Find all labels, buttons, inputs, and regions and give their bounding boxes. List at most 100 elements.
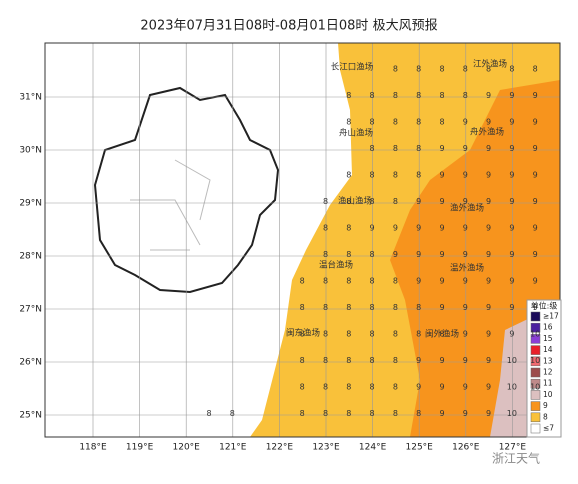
- legend-swatch: [530, 412, 541, 423]
- wind-level: 9: [416, 383, 421, 392]
- lat-label: 27°N: [19, 305, 42, 315]
- wind-level: 9: [533, 171, 538, 180]
- lon-label: 123°E: [312, 443, 340, 453]
- wind-level: 10: [507, 356, 517, 365]
- wind-level: 8: [300, 409, 305, 418]
- wind-level: 9: [439, 277, 444, 286]
- wind-level: 8: [370, 356, 375, 365]
- wind-level: 8: [206, 409, 211, 418]
- legend-swatch: [530, 367, 541, 378]
- wind-level: 9: [486, 91, 491, 100]
- wind-level: 8: [346, 197, 351, 206]
- wind-level: 9: [439, 197, 444, 206]
- wind-level: 8: [370, 171, 375, 180]
- wind-level: 8: [393, 197, 398, 206]
- fishing-zone: 舟外渔场: [470, 127, 504, 138]
- wind-level: 8: [416, 409, 421, 418]
- lon-label: 120°E: [173, 443, 201, 453]
- lat-label: 26°N: [19, 358, 42, 368]
- legend-label: 15: [543, 334, 553, 343]
- wind-level: 8: [370, 409, 375, 418]
- wind-level: 8: [439, 118, 444, 127]
- wind-level: 9: [509, 118, 514, 127]
- wind-level: 8: [300, 330, 305, 339]
- wind-level: 8: [300, 383, 305, 392]
- wind-level: 9: [486, 118, 491, 127]
- wind-level: 8: [463, 65, 468, 74]
- legend-label: 12: [543, 368, 553, 377]
- wind-level: 8: [416, 171, 421, 180]
- legend-swatch: [530, 401, 541, 411]
- fishing-zone: 舟山渔场: [339, 128, 373, 139]
- wind-level: 9: [463, 118, 468, 127]
- wind-level: 9: [416, 356, 421, 365]
- wind-level: 8: [416, 330, 421, 339]
- wind-level: 8: [393, 383, 398, 392]
- wind-level: 8: [323, 197, 328, 206]
- wind-level: 8: [323, 303, 328, 312]
- wind-level: 8: [346, 91, 351, 100]
- wind-level: 9: [509, 171, 514, 180]
- wind-level: 8: [346, 303, 351, 312]
- wind-level: 8: [439, 65, 444, 74]
- lon-label: 121°E: [219, 443, 247, 453]
- wind-level: 9: [486, 303, 491, 312]
- wind-level: 9: [463, 409, 468, 418]
- legend-swatch: [530, 311, 541, 322]
- wind-level: 8: [416, 118, 421, 127]
- wind-level: 8: [393, 91, 398, 100]
- wind-level: 9: [486, 197, 491, 206]
- lat-label: 29°N: [19, 199, 42, 209]
- wind-level: 10: [530, 330, 540, 339]
- fishing-zone: 渔外渔场: [450, 203, 484, 214]
- wind-level: 8: [300, 277, 305, 286]
- wind-level: 9: [439, 250, 444, 259]
- wind-level: 9: [463, 197, 468, 206]
- wind-level: 9: [393, 224, 398, 233]
- wind-level: 8: [370, 277, 375, 286]
- fishing-zone: 闽外渔场: [425, 329, 459, 340]
- wind-level: 9: [509, 197, 514, 206]
- wind-level: 8: [323, 224, 328, 233]
- wind-level: 8: [416, 91, 421, 100]
- wind-level: 9: [509, 144, 514, 153]
- wind-level: 8: [370, 91, 375, 100]
- wind-level: 9: [416, 197, 421, 206]
- wind-level: 9: [486, 330, 491, 339]
- lon-label: 127°E: [499, 443, 527, 453]
- wind-level: 10: [507, 409, 517, 418]
- wind-level: 9: [393, 250, 398, 259]
- wind-level: 8: [416, 144, 421, 153]
- legend-label: 8: [543, 412, 548, 421]
- wind-level: 8: [393, 330, 398, 339]
- wind-level: 9: [439, 224, 444, 233]
- wind-level: 9: [533, 303, 538, 312]
- wind-level: 9: [533, 91, 538, 100]
- watermark: 浙江天气: [492, 451, 540, 466]
- lat-label: 31°N: [19, 93, 42, 103]
- wind-level: 8: [439, 330, 444, 339]
- wind-level: 9: [533, 144, 538, 153]
- wind-level: 9: [486, 171, 491, 180]
- lon-label: 124°E: [359, 443, 387, 453]
- wind-level: 8: [370, 250, 375, 259]
- wind-level: 9: [439, 409, 444, 418]
- legend-swatch: [530, 423, 541, 434]
- wind-level: 8: [393, 277, 398, 286]
- wind-level: 9: [439, 356, 444, 365]
- wind-level: 9: [533, 197, 538, 206]
- wind-level: 9: [439, 303, 444, 312]
- graticule: [45, 43, 560, 437]
- fishing-zone: 渔山渔场: [338, 196, 372, 207]
- wind-level: 8: [323, 356, 328, 365]
- wind-level: 9: [463, 330, 468, 339]
- wind-level: 8: [323, 409, 328, 418]
- wind-level: 8: [346, 383, 351, 392]
- wind-level: 9: [370, 224, 375, 233]
- wind-level: 8: [346, 330, 351, 339]
- wind-level: 9: [533, 250, 538, 259]
- wind-level: 8: [463, 91, 468, 100]
- wind-level: 9: [509, 250, 514, 259]
- wind-level: 8: [346, 250, 351, 259]
